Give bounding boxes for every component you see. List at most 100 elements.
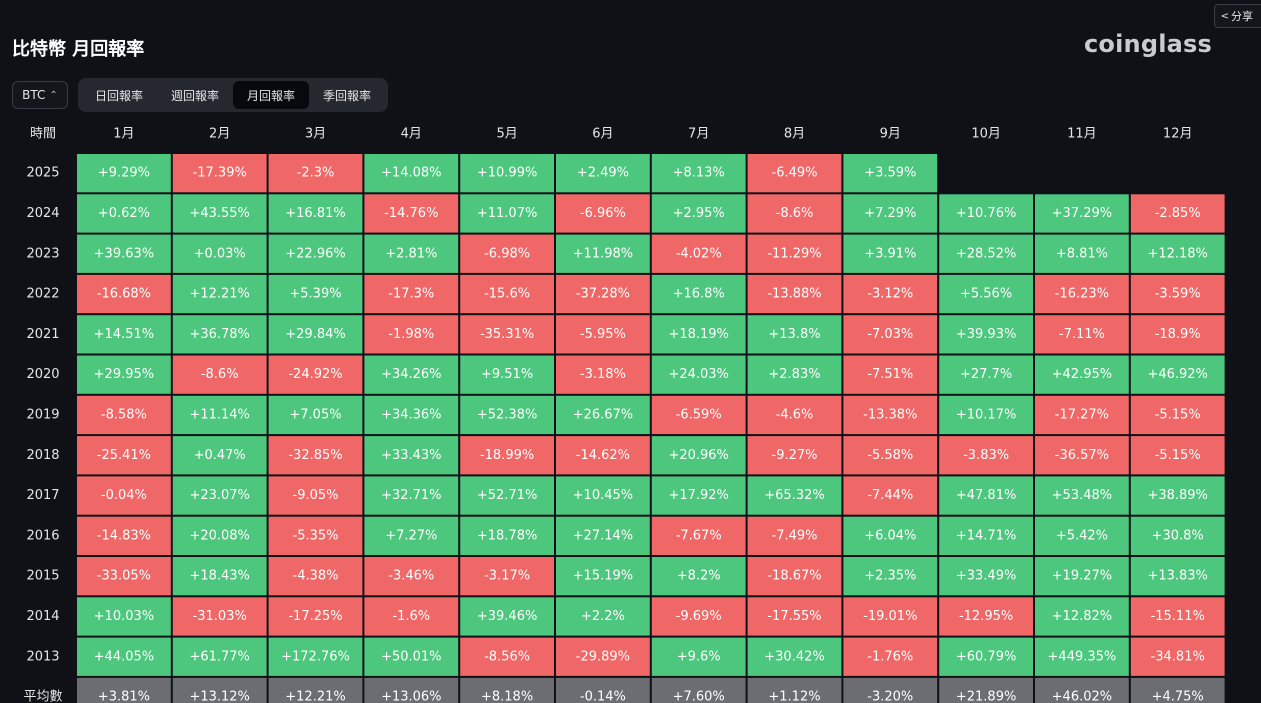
average-cell	[1035, 677, 1129, 703]
heatmap-cell	[268, 154, 363, 193]
heatmap-cell-label: -15.11%	[1151, 609, 1205, 624]
heatmap-cell-label: +2.81%	[385, 246, 437, 261]
heatmap-cell-label: +22.96%	[285, 246, 345, 261]
average-cell	[939, 677, 1033, 703]
heatmap-cell-label: +5.39%	[289, 287, 341, 302]
heatmap-cell	[268, 637, 363, 676]
heatmap-cell	[843, 557, 938, 596]
heatmap-cell	[939, 516, 1033, 555]
row-label-2025: 2025	[26, 166, 59, 181]
row-label-2019: 2019	[26, 407, 59, 422]
heatmap-cell-label: +30.8%	[1152, 528, 1204, 543]
heatmap-cell	[364, 476, 459, 515]
heatmap-cell	[364, 395, 459, 435]
heatmap-cell	[651, 395, 746, 435]
heatmap-cell	[268, 355, 363, 394]
heatmap-cell	[172, 154, 267, 193]
tab-period-1[interactable]: 週回報率	[171, 88, 220, 103]
heatmap-cell	[843, 476, 938, 515]
heatmap-cell	[1130, 234, 1225, 273]
heatmap-cell-label: -1.98%	[388, 327, 434, 342]
heatmap-cell-label: -17.3%	[388, 287, 434, 302]
row-label-2017: 2017	[26, 488, 59, 503]
heatmap-cell	[556, 557, 650, 596]
coin-select[interactable]: BTC ⌃	[12, 81, 68, 109]
heatmap-cell	[747, 355, 842, 394]
row-label-2016: 2016	[26, 528, 59, 543]
period-tabs: 日回報率 週回報率 月回報率 季回報率	[78, 78, 389, 112]
heatmap-cell-label: -9.05%	[293, 488, 339, 503]
heatmap-cell	[939, 234, 1033, 273]
heatmap-cell-label: -32.85%	[288, 448, 342, 463]
heatmap-cell	[364, 516, 459, 555]
heatmap-cell-label: +12.21%	[189, 287, 249, 302]
heatmap-cell	[364, 234, 459, 273]
average-cell	[1130, 677, 1225, 703]
heatmap-cell	[364, 597, 459, 636]
share-button[interactable]: < 分享	[1213, 4, 1261, 28]
heatmap-cell-label: -3.83%	[963, 448, 1009, 463]
heatmap-cell	[460, 436, 554, 475]
heatmap-cell	[172, 234, 267, 273]
heatmap-cell-label: +14.08%	[381, 166, 441, 181]
heatmap-cell-label: +23.07%	[189, 488, 249, 503]
heatmap-cell-label: -13.88%	[767, 287, 821, 302]
heatmap-cell	[1130, 274, 1225, 314]
monthly-return-heatmap: 時間 1月 2月 3月 4月 5月 6月 7月 8月 9月 10月 11月 12月 2025 +9.29% -…	[23, 127, 1225, 703]
row-label-2022: 2022	[26, 287, 59, 302]
column-header-7: 7月	[688, 127, 709, 142]
heatmap-cell	[172, 516, 267, 555]
row-label-2024: 2024	[26, 206, 59, 221]
column-header-2: 2月	[209, 127, 230, 142]
column-header-12: 12月	[1163, 127, 1193, 142]
heatmap-cell-label: -0.04%	[101, 488, 147, 503]
heatmap-cell-label: -5.35%	[293, 528, 339, 543]
heatmap-cell	[268, 274, 363, 314]
heatmap-cell-label: +19.27%	[1052, 569, 1112, 584]
heatmap-cell-label: +13.8%	[768, 327, 820, 342]
tab-period-0[interactable]: 日回報率	[95, 88, 144, 103]
heatmap-cell-label: -14.76%	[384, 206, 438, 221]
heatmap-cell-label: -35.31%	[480, 327, 534, 342]
heatmap-cell	[77, 234, 171, 273]
heatmap-cell	[843, 355, 938, 394]
heatmap-cell-label: -5.95%	[580, 327, 626, 342]
heatmap-cell-label: -11.29%	[767, 246, 821, 261]
tab-period-3[interactable]: 季回報率	[323, 88, 372, 103]
average-cell	[460, 677, 554, 703]
heatmap-cell	[843, 315, 938, 354]
heatmap-cell-label: +18.19%	[668, 327, 728, 342]
tab-period-2[interactable]: 月回報率	[233, 81, 310, 109]
row-label-2014: 2014	[26, 609, 59, 624]
heatmap-cell	[1130, 194, 1225, 233]
heatmap-cell	[939, 597, 1033, 636]
heatmap-cell-label: -7.67%	[676, 528, 722, 543]
heatmap-cell	[556, 154, 650, 193]
heatmap-cell	[1130, 436, 1225, 475]
heatmap-cell	[1035, 355, 1129, 394]
heatmap-cell	[77, 637, 171, 676]
heatmap-cell	[747, 395, 842, 435]
heatmap-cell-label: -18.67%	[767, 569, 821, 584]
heatmap-cell-label: +24.03%	[668, 367, 728, 382]
heatmap-cell	[843, 436, 938, 475]
heatmap-cell-label: +15.19%	[573, 569, 633, 584]
heatmap-cell	[172, 597, 267, 636]
heatmap-cell	[939, 436, 1033, 475]
heatmap-cell	[1130, 355, 1225, 394]
heatmap-cell-label: +33.49%	[956, 569, 1016, 584]
average-cell	[172, 677, 267, 703]
heatmap-cell	[843, 154, 938, 193]
heatmap-cell-label: +18.78%	[477, 528, 537, 543]
average-cell-label: +46.02%	[1052, 690, 1112, 703]
row-label-2021: 2021	[26, 327, 59, 342]
heatmap-cell	[556, 194, 650, 233]
heatmap-cell-label: +2.35%	[864, 569, 916, 584]
heatmap-cell	[172, 476, 267, 515]
coinglass-logo: coinglass	[1084, 30, 1212, 58]
heatmap-cell	[939, 274, 1033, 314]
heatmap-cell	[172, 557, 267, 596]
chevron-updown-icon: ⌃	[49, 89, 58, 101]
heatmap-cell	[939, 637, 1033, 676]
heatmap-cell	[77, 274, 171, 314]
